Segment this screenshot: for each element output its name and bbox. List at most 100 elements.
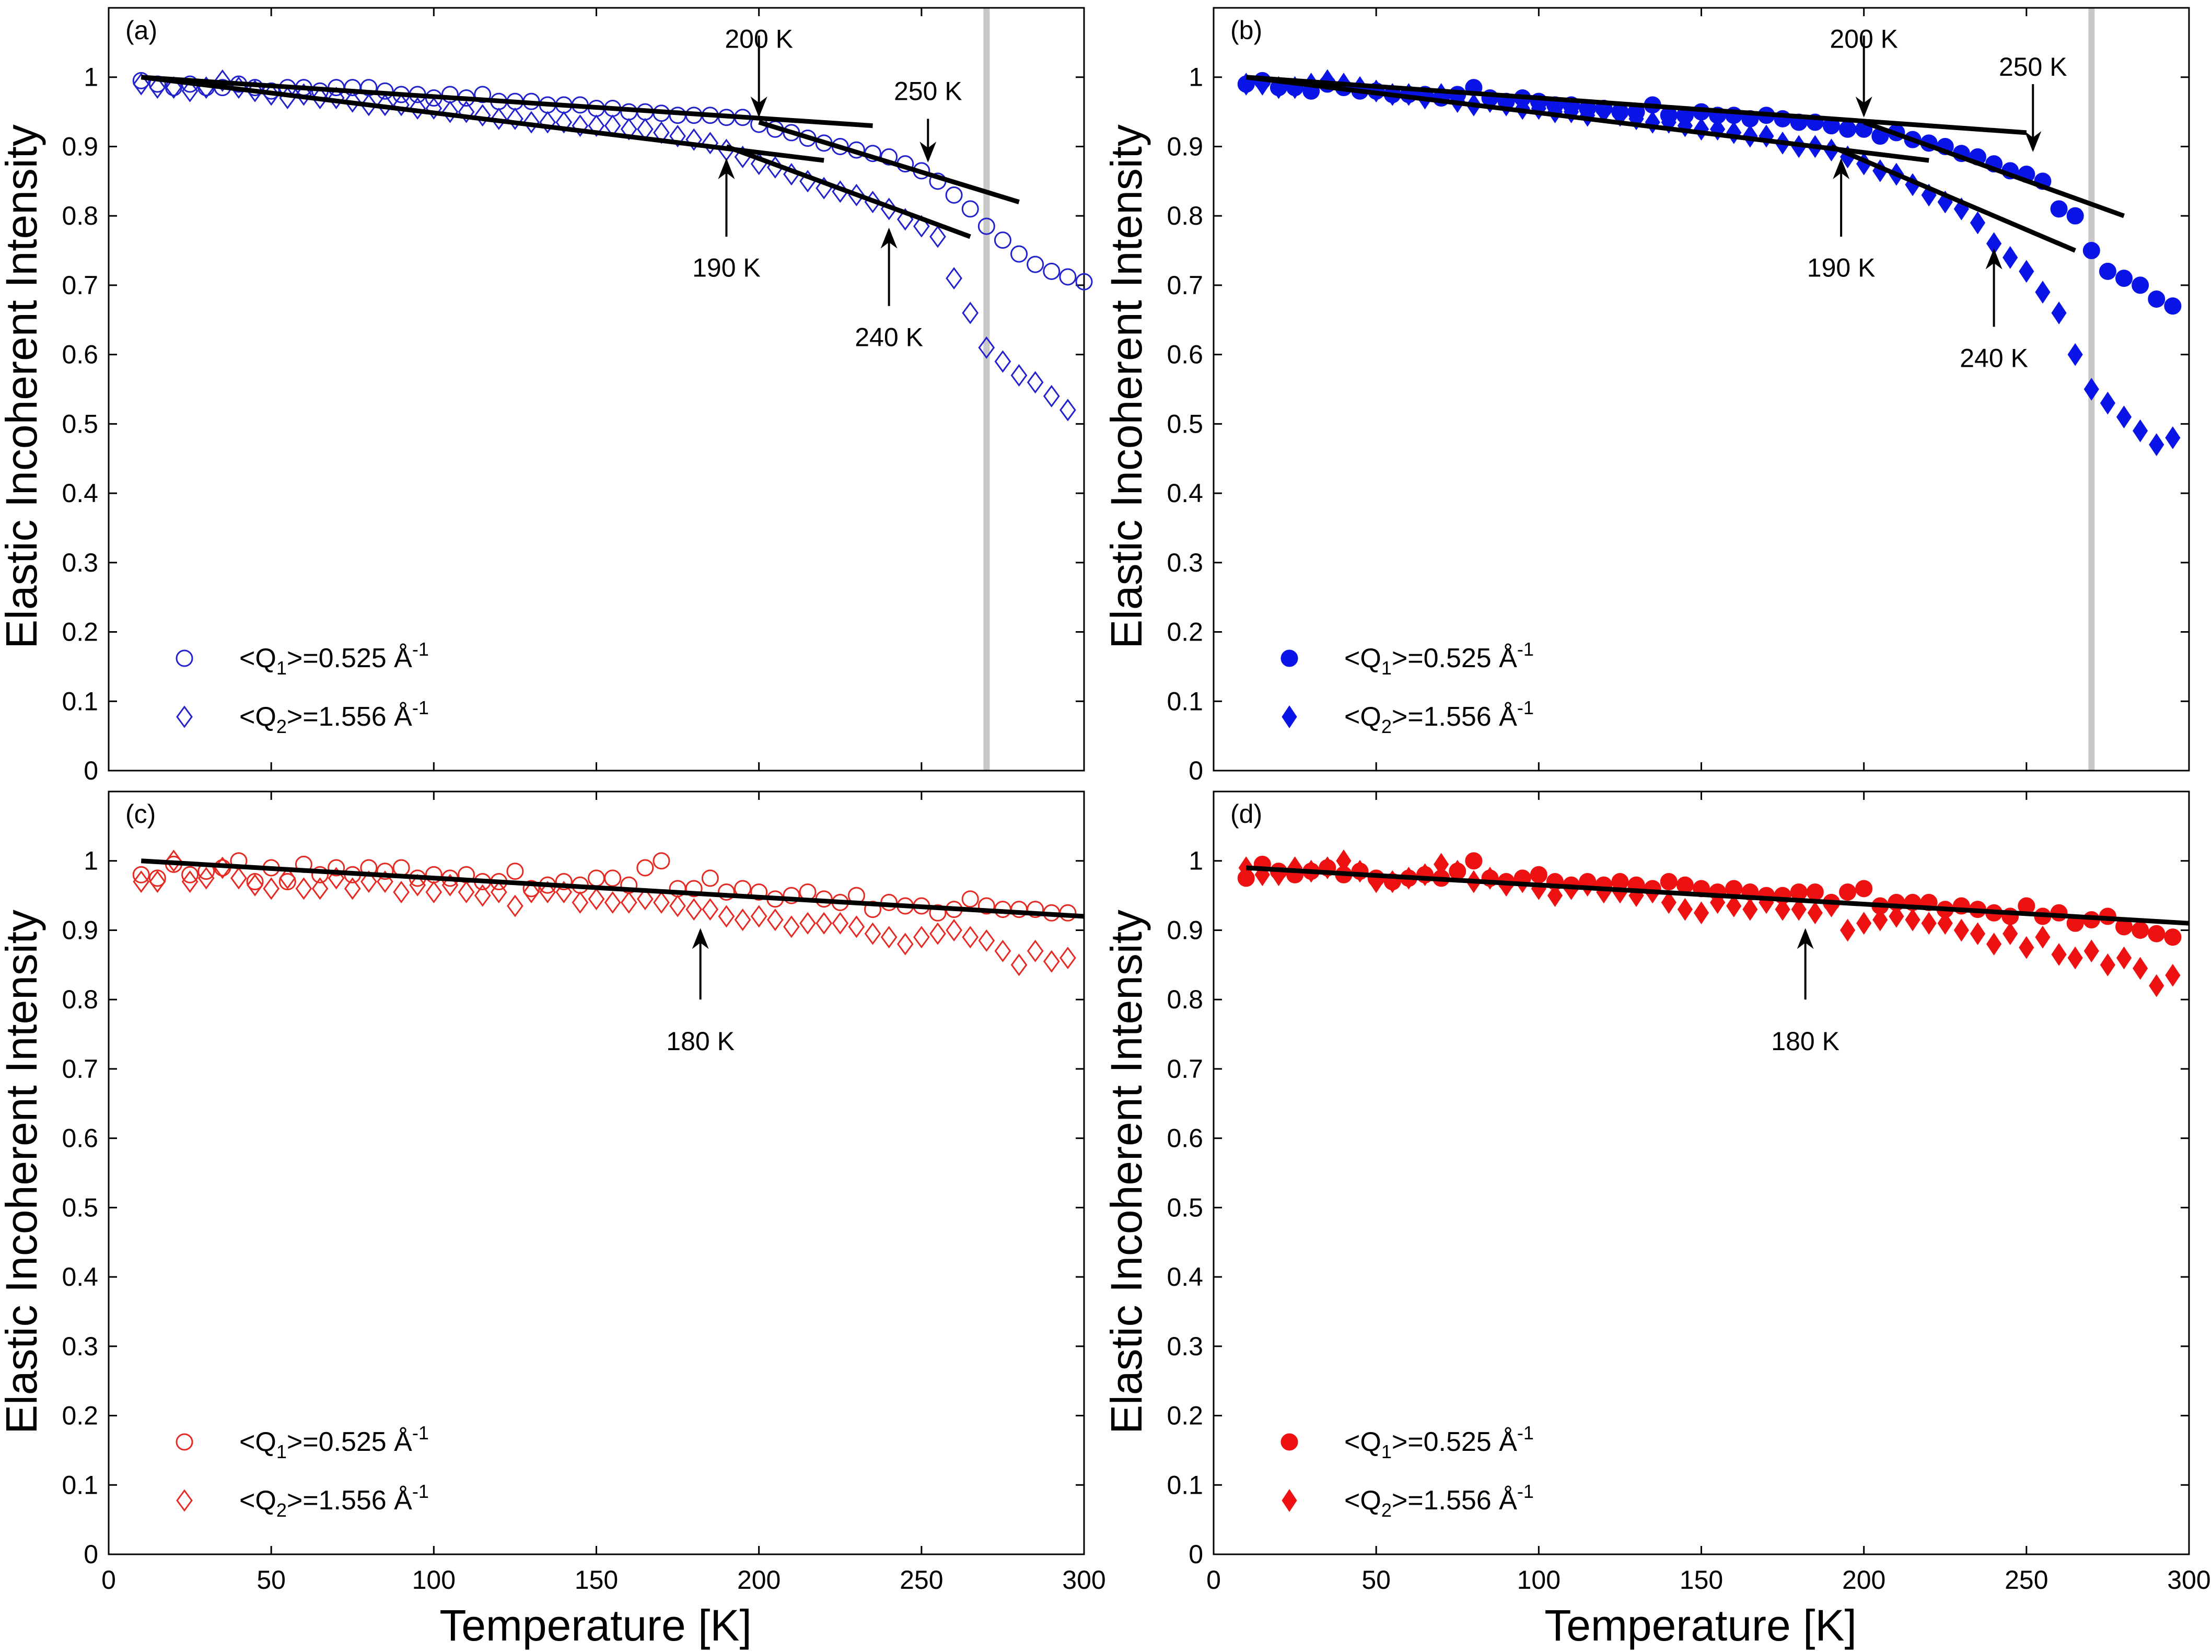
y-tick-label: 0.7 — [62, 271, 98, 300]
y-tick-label: 0.2 — [1167, 618, 1203, 647]
data-point-q2 — [507, 107, 523, 130]
y-tick-label: 0.5 — [62, 1193, 98, 1222]
y-tick-label: 0.9 — [1167, 915, 1203, 945]
data-point-q2 — [636, 888, 654, 911]
data-point-q2 — [816, 912, 832, 935]
data-point-q2 — [507, 894, 523, 917]
data-point-q2 — [2019, 260, 2034, 283]
data-point-q2 — [425, 880, 443, 903]
data-point-q1 — [181, 866, 199, 883]
data-point-q1 — [1660, 873, 1678, 891]
data-point-q1 — [2164, 297, 2182, 315]
y-tick-label: 0.6 — [62, 1124, 98, 1153]
data-point-q2 — [669, 894, 686, 917]
y-tick-label: 0.1 — [62, 1470, 98, 1499]
legend-marker-q2 — [176, 705, 193, 728]
data-point-q1 — [588, 869, 605, 887]
annotation-label: 180 K — [1771, 1027, 1840, 1056]
data-point-q1 — [1075, 273, 1093, 290]
annotation-label: 240 K — [855, 322, 923, 352]
y-tick-label: 0.1 — [62, 687, 98, 716]
data-point-q2 — [604, 891, 621, 914]
data-point-q1 — [653, 852, 670, 870]
panel-label: (b) — [1230, 16, 1262, 45]
data-point-q2 — [1515, 97, 1530, 120]
data-point-q2 — [1043, 950, 1060, 973]
legend-label-q1: <Q1>=0.525 Å-1 — [1344, 1422, 1534, 1462]
annotation-label: 190 K — [692, 253, 761, 283]
data-point-q2 — [1726, 894, 1742, 917]
y-tick-label: 0.3 — [62, 1332, 98, 1361]
data-point-q2 — [1060, 947, 1076, 970]
data-point-q2 — [393, 880, 410, 903]
data-point-q2 — [1547, 884, 1563, 907]
annotation-label: 190 K — [1807, 253, 1876, 283]
data-point-q2 — [832, 912, 849, 935]
data-point-q2 — [458, 100, 475, 123]
data-point-q1 — [1465, 852, 1483, 870]
data-point-q1 — [328, 859, 345, 877]
y-tick-label: 1 — [1189, 63, 1203, 92]
data-point-q1 — [246, 873, 264, 891]
legend-label-q2: <Q2>=1.556 Å-1 — [239, 1481, 429, 1521]
x-tick-label: 50 — [257, 1565, 286, 1595]
data-point-q2 — [1515, 870, 1530, 893]
data-point-q2 — [1060, 399, 1076, 422]
y-tick-label: 0.5 — [1167, 1193, 1203, 1222]
data-point-q2 — [474, 884, 491, 907]
data-point-q2 — [1937, 912, 1953, 935]
data-point-q1 — [880, 148, 898, 166]
y-tick-label: 0.7 — [1167, 1054, 1203, 1084]
data-point-q1 — [555, 873, 573, 891]
data-point-q2 — [181, 870, 199, 893]
data-point-q1 — [1010, 245, 1028, 263]
data-point-q2 — [702, 132, 719, 155]
data-point-q1 — [2050, 200, 2068, 218]
data-point-q2 — [360, 94, 377, 117]
data-point-q1 — [2132, 921, 2149, 939]
data-point-q1 — [1027, 255, 1044, 273]
data-point-q2 — [1547, 100, 1563, 123]
data-point-q1 — [506, 863, 524, 880]
data-point-q2 — [2035, 925, 2051, 949]
data-point-q2 — [1027, 939, 1044, 962]
data-point-q2 — [1010, 953, 1028, 976]
data-point-q2 — [1742, 124, 1758, 148]
y-axis-title-right-bottom: Elastic Incoherent Intensity — [1102, 910, 1151, 1434]
data-point-q2 — [409, 874, 426, 897]
y-tick-label: 0.1 — [1167, 1470, 1203, 1499]
y-tick-label: 0.8 — [1167, 201, 1203, 230]
data-point-q2 — [620, 891, 637, 914]
y-tick-label: 1 — [84, 846, 98, 876]
data-point-q1 — [1806, 883, 1824, 901]
y-tick-label: 1 — [1189, 846, 1203, 876]
data-point-q1 — [783, 887, 800, 904]
data-point-q2 — [2133, 957, 2148, 980]
data-point-q1 — [750, 883, 768, 901]
data-point-q1 — [1855, 880, 1873, 898]
data-point-q1 — [929, 904, 947, 922]
data-point-q2 — [2003, 246, 2018, 269]
data-point-q2 — [1010, 364, 1028, 387]
data-point-q1 — [2148, 290, 2166, 308]
data-point-q2 — [409, 97, 426, 120]
data-point-q2 — [2083, 378, 2099, 401]
y-tick-label: 0.7 — [1167, 271, 1203, 300]
y-tick-label: 0.4 — [62, 1262, 98, 1292]
data-point-q2 — [279, 867, 296, 890]
data-point-q2 — [1287, 856, 1303, 879]
legend-label-q1: <Q1>=0.525 Å-1 — [1344, 638, 1534, 679]
y-tick-label: 0.1 — [1167, 687, 1203, 716]
data-point-q1 — [148, 869, 166, 887]
y-tick-label: 0.2 — [1167, 1401, 1203, 1430]
data-point-q2 — [165, 850, 182, 872]
x-axis-title-right: Temperature [K] — [1544, 1601, 1857, 1650]
y-tick-label: 1 — [84, 63, 98, 92]
annotation-label: 200 K — [1830, 25, 1898, 54]
data-point-q2 — [490, 880, 507, 903]
data-point-q2 — [750, 905, 767, 928]
x-tick-label: 100 — [1517, 1565, 1561, 1595]
panel-d: 0 0.1 0.2 0.3 0.4 0.5 0.6 0.7 0.8 0.9 1 0 50 100 150 20… — [1167, 790, 2211, 1595]
data-point-q2 — [685, 898, 703, 921]
data-point-q2 — [360, 870, 377, 893]
